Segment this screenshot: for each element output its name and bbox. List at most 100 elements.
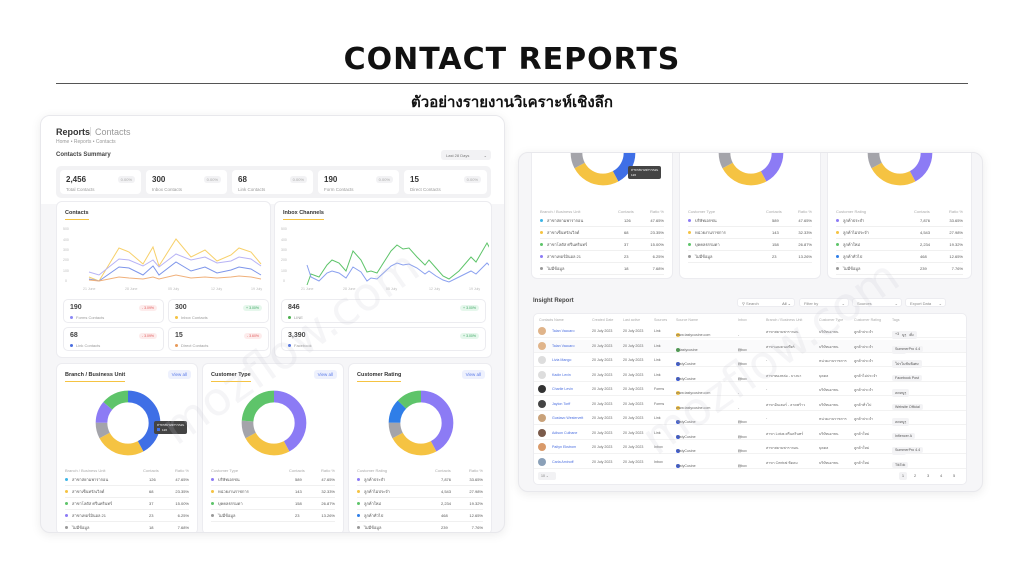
table-row[interactable]: สาขาเทอร์มินอล 21 23 6.25% (65, 510, 189, 522)
tag-chip[interactable]: TikTok (892, 461, 909, 468)
table-row[interactable]: ลูกค้าใหม่ 2,234 19.32% (836, 239, 963, 251)
filter-by-select[interactable]: Filter by ⌄ (799, 298, 849, 307)
contact-name-link[interactable]: Gustavo Westervelt (552, 416, 584, 420)
contacts-line-chart[interactable]: 500 400 300 200 100 0 21 June 28 June 05 July 12… (61, 222, 266, 292)
table-row[interactable]: Livia Mango 20 July 2023 20 July 2023 Link T… (534, 354, 966, 368)
table-row[interactable]: ลูกค้าไม่ประจำ 4,543 27.98% (836, 227, 963, 239)
branch-donut-chart[interactable] (568, 152, 638, 188)
view-all-button[interactable]: View all (313, 370, 337, 379)
contact-name-link[interactable]: Carla Aminoff (552, 459, 574, 464)
table-row[interactable]: Kadin Levin 20 July 2023 20 July 2023 Link T… (534, 369, 966, 382)
page-1-button[interactable]: 1 (899, 472, 907, 480)
tag-chip[interactable]: ลดหนูๆ (892, 418, 910, 426)
source-icon (676, 434, 680, 439)
avatar (538, 385, 546, 393)
page-size-select[interactable]: 10 ⌄ (538, 472, 556, 480)
table-row[interactable]: ลูกค้าทั่วไป 468 12.65% (357, 510, 483, 522)
tag-chip[interactable]: SummerPro 4.4 (892, 345, 924, 352)
svg-text:500: 500 (281, 227, 287, 231)
view-all-button[interactable]: View all (167, 370, 191, 379)
table-row[interactable]: ไม่มีข้อมูล 18 7.68% (540, 263, 664, 275)
export-data-button[interactable]: Export Data ⌄ (905, 298, 946, 307)
table-row[interactable]: สาขาเซ็นทรัลเวิลด์ 68 23.35% (65, 486, 189, 498)
inbox-icon: ▢ (738, 420, 742, 424)
tag-chip[interactable]: Inflencer A (892, 432, 915, 439)
svg-text:300: 300 (281, 248, 287, 252)
source-icon (676, 449, 680, 453)
table-row[interactable]: ไม่มีข้อมูล 23 13.26% (688, 251, 812, 263)
table-row[interactable]: ลูกค้าประจำ 7,876 33.65% (836, 215, 963, 227)
table-row[interactable]: Adison Culhane 20 July 2023 20 July 2023 Li… (534, 427, 966, 440)
table-row[interactable]: Carla Aminoff 20 July 2023 20 July 2023 Inb… (534, 456, 966, 469)
table-row[interactable]: บริษัทเอกชน 589 47.65% (211, 474, 335, 486)
table-row[interactable]: Talan Vaccaro 20 July 2023 20 July 2023 Lin… (534, 325, 966, 339)
table-row[interactable]: ไม่มีข้อมูล 239 7.76% (836, 263, 963, 275)
customer-type-donut-chart[interactable] (239, 388, 309, 458)
tag-chip[interactable]: โปรโมชันพิเศษ (892, 360, 922, 368)
page-2-button[interactable]: 2 (914, 473, 917, 478)
page-3-button[interactable]: 3 (927, 473, 930, 478)
contact-name-link[interactable]: Talan Vaccaro (552, 329, 575, 333)
table-row[interactable]: Gustavo Westervelt 20 July 2023 20 July 20… (534, 412, 966, 426)
table-row[interactable]: ไม่มีข้อมูล 23 13.26% (211, 510, 335, 522)
page-4-button[interactable]: 4 (940, 473, 943, 478)
contact-name-link[interactable]: Kadin Levin (552, 372, 571, 377)
table-row[interactable]: ไม่มีข้อมูล 239 7.76% (357, 522, 483, 532)
table-row[interactable]: Jaylon Torff 20 July 2023 20 July 2023 Form… (534, 398, 966, 411)
customer-type-title: Customer Type (211, 372, 251, 382)
stat-inbox-contacts: 300 Inbox Contacts 0.00% (146, 170, 227, 194)
table-row[interactable]: ลูกค้าใหม่ 2,234 19.32% (357, 498, 483, 510)
date-range-select[interactable]: Last 28 Days ⌄ (441, 150, 491, 160)
source-icon (676, 376, 680, 381)
table-row[interactable]: ไม่มีข้อมูล 18 7.68% (65, 522, 189, 532)
table-row[interactable]: ลูกค้าประจำ 7,876 33.65% (357, 474, 483, 486)
table-row[interactable]: สาขาสยามพารากอน 126 47.65% (540, 215, 664, 227)
table-row[interactable]: ลูกค้าไม่ประจำ 4,543 27.98% (357, 486, 483, 498)
tag-chip[interactable]: SummerPro 4.4 (892, 447, 924, 453)
tag-chip[interactable]: ลดหนูๆ (892, 389, 910, 397)
table-row[interactable]: สาขาเซ็นทรัลเวิลด์ 68 23.35% (540, 227, 664, 239)
customer-rating-donut-chart[interactable] (865, 152, 935, 188)
search-icon: ⚲ (742, 301, 747, 306)
breadcrumb[interactable]: Home • Reports • Contacts (56, 139, 116, 145)
insight-report-title: Insight Report (533, 298, 574, 304)
table-row[interactable]: Charlie Levin 20 July 2023 20 July 2023 For… (534, 383, 966, 397)
customer-rating-donut-chart[interactable] (386, 388, 456, 458)
donut-tooltip: สาขาสยามพารากอน 126 (628, 166, 662, 179)
table-row[interactable]: บุคคลธรรมดา 158 26.87% (688, 239, 812, 251)
tag-chip[interactable]: Facebook Post (892, 374, 922, 381)
table-row[interactable]: ลูกค้าทั่วไป 468 12.65% (836, 251, 963, 263)
avatar (538, 370, 546, 379)
svg-text:0: 0 (283, 279, 285, 283)
contact-name-link[interactable]: Adison Culhane (552, 430, 578, 435)
svg-text:100: 100 (63, 269, 69, 273)
contact-name-link[interactable]: Jaylon Torff (552, 401, 571, 406)
table-row[interactable]: สาขาเทอร์มินอล 21 23 6.25% (540, 251, 664, 263)
contact-name-link[interactable]: Talan Vaccaro (552, 343, 575, 348)
table-row[interactable]: บริษัทเอกชน 589 47.65% (688, 215, 812, 227)
tag-chip[interactable]: Website Official (892, 403, 923, 410)
view-all-button[interactable]: View all (461, 370, 485, 379)
page-5-button[interactable]: 5 (953, 473, 956, 478)
table-row[interactable]: หน่วยงานราชการ 143 32.33% (688, 227, 812, 239)
customer-type-donut-chart[interactable] (716, 152, 786, 188)
stat-total-contacts: 2,456 Total Contacts 0.00% (60, 170, 141, 194)
source-icon (676, 362, 680, 366)
table-row[interactable]: สาขาโลตัส ศรีนครินทร์ 37 15.00% (540, 239, 664, 251)
inbox-line-chart[interactable]: 500 400 300 200 100 0 21 June 28 June 05 July 12… (279, 222, 489, 292)
tag-chip[interactable]: +3 (892, 331, 903, 337)
sources-select[interactable]: Sources ⌄ (852, 298, 902, 307)
branch-donut-chart[interactable] (93, 388, 163, 458)
stat-direct-contacts: 15 Direct Contacts 0.00% (404, 170, 487, 194)
svg-text:300: 300 (63, 248, 69, 252)
table-row[interactable]: สาขาโลตัส ศรีนครินทร์ 37 15.00% (65, 498, 189, 510)
table-row[interactable]: สาขาสยามพารากอน 126 47.65% (65, 474, 189, 486)
contact-name-link[interactable]: Charlie Levin (552, 387, 573, 391)
search-input[interactable]: ⚲ Search All ⌄ (737, 298, 795, 307)
table-row[interactable]: หน่วยงานราชการ 143 32.33% (211, 486, 335, 498)
contact-name-link[interactable]: Paityn Ekstrom (552, 445, 577, 449)
table-row[interactable]: Talan Vaccaro 20 July 2023 20 July 2023 Lin… (534, 339, 966, 354)
table-row[interactable]: Paityn Ekstrom 20 July 2023 20 July 2023 In… (534, 441, 966, 455)
contact-name-link[interactable]: Livia Mango (552, 358, 572, 362)
table-row[interactable]: บุคคลธรรมดา 158 26.87% (211, 498, 335, 510)
